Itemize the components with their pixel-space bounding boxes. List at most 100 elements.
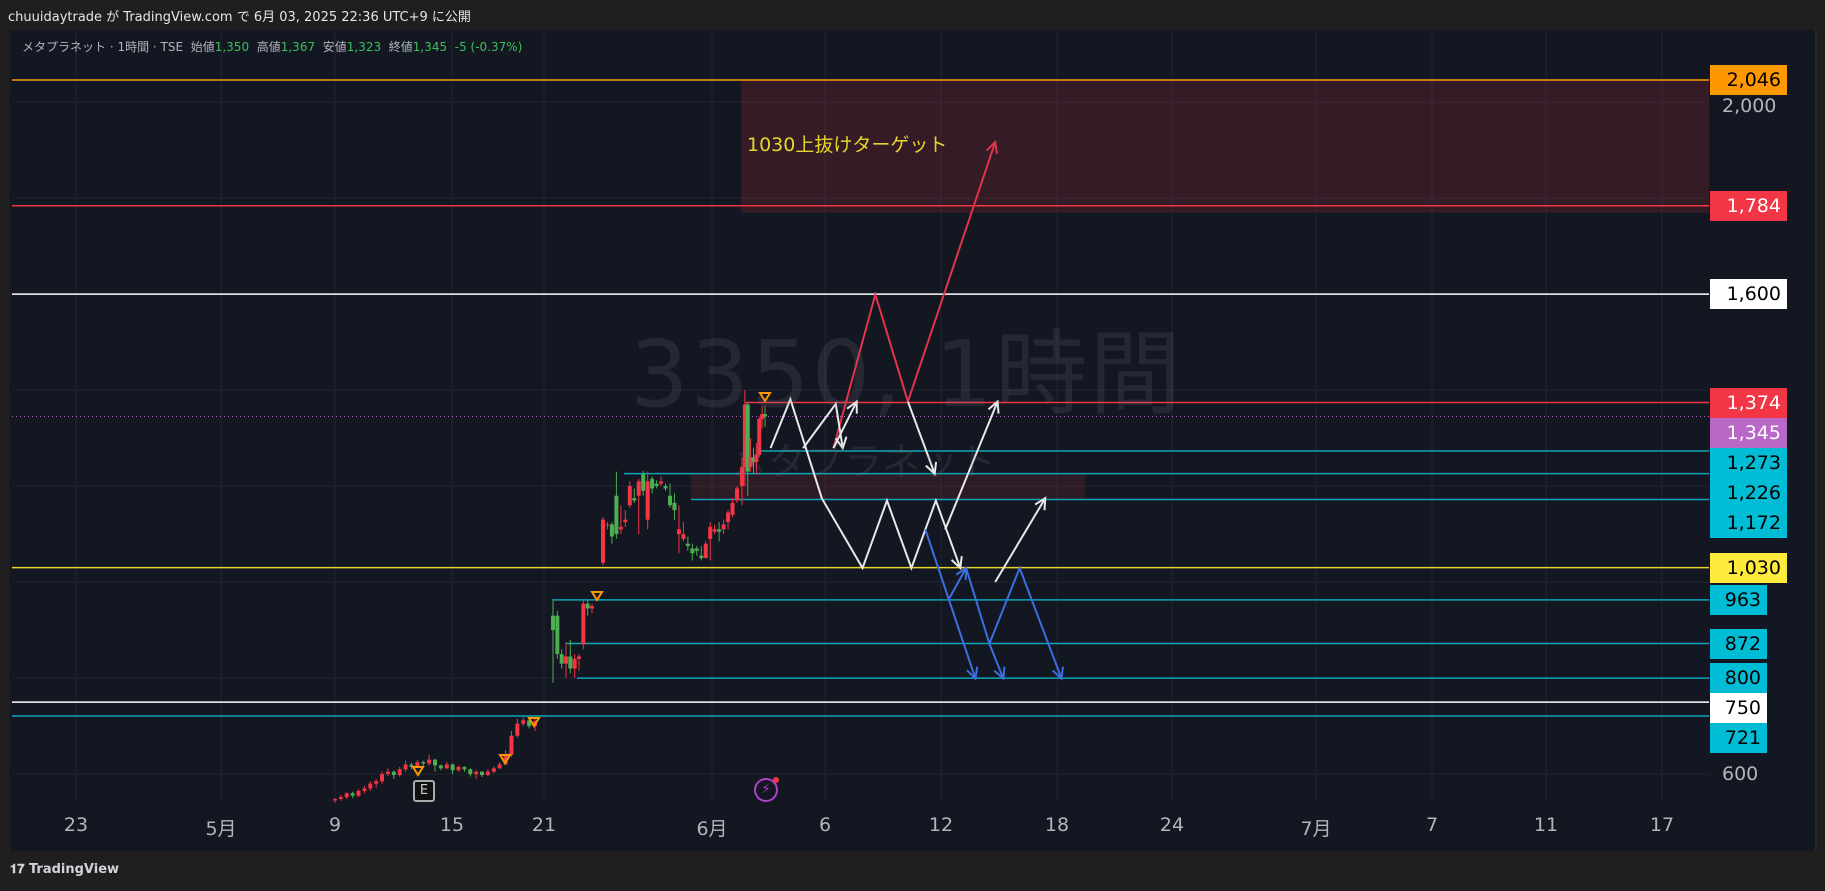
x-tick-label: 7 (1425, 814, 1439, 836)
lightning-icon[interactable]: ⚡ (754, 777, 779, 802)
candle-body (632, 498, 637, 501)
candle-body (480, 771, 485, 776)
ohlc-legend: メタプラネット · 1時間 · TSE 始値1,350 高値1,367 安値1,… (22, 38, 522, 55)
range-path-5-arrowhead (987, 399, 1000, 414)
candle-body (721, 524, 726, 530)
x-tick-label: 15 (439, 814, 465, 836)
candle-body (681, 534, 686, 539)
bullish-path-arrowhead (985, 139, 998, 155)
candle-body (730, 502, 735, 515)
legend-high-label: 高値 (256, 40, 281, 54)
candle-body (350, 793, 355, 796)
candle-body (763, 414, 767, 417)
watermark-symbol: 3350, 1時間 (630, 321, 1184, 428)
range-path-4-arrowhead (925, 461, 938, 476)
bearish-path-4-arrowhead (993, 666, 1006, 681)
candle-body (468, 769, 473, 775)
price-label-872[interactable]: 872 (1710, 629, 1767, 659)
dividend-marker-icon (498, 754, 512, 765)
watermark-name: メタプラネット (730, 440, 997, 484)
earnings-icon[interactable]: E (413, 780, 435, 802)
candle-body (362, 788, 367, 791)
range-path-1-arrowhead (950, 556, 963, 571)
candle-body (568, 656, 573, 669)
price-label-1030[interactable]: 1,030 (1710, 553, 1787, 583)
candle-body (391, 771, 396, 776)
candle-body (726, 512, 731, 523)
candle-body (344, 793, 349, 798)
legend-low-label: 安値 (322, 40, 347, 54)
candle-body (623, 519, 628, 523)
x-tick-label: 6 (818, 814, 832, 836)
candle-body (450, 764, 455, 771)
price-label-1172[interactable]: 1,172 (1710, 508, 1787, 538)
candle-body (676, 529, 681, 535)
target-zone (741, 80, 1709, 213)
tradingview-logo[interactable]: 𝟏𝟕 TradingView (10, 862, 119, 877)
bearish-path-4 (988, 643, 1005, 679)
candle-body (427, 759, 432, 764)
price-label-750[interactable]: 750 (1710, 693, 1767, 723)
price-label-721[interactable]: 721 (1710, 723, 1767, 753)
publish-header: chuuidaytrade が TradingView.com で 6月 03,… (8, 10, 471, 25)
bearish-path-2 (947, 567, 967, 600)
range-path-5 (944, 401, 999, 530)
candle-body (433, 759, 437, 766)
bearish-path-3-arrowhead (1052, 666, 1064, 681)
x-tick-label: 24 (1159, 814, 1185, 836)
candle-body (497, 764, 502, 769)
bullish-path (832, 141, 997, 449)
price-label-1226[interactable]: 1,226 (1710, 478, 1787, 508)
candle-body (559, 654, 564, 664)
dividend-marker-icon (411, 766, 425, 777)
candle-body (605, 524, 610, 526)
legend-symbol: メタプラネット · 1時間 · TSE (22, 40, 184, 54)
price-label-1374[interactable]: 1,374 (1710, 388, 1787, 418)
candle-body (742, 404, 747, 467)
candle-body (555, 615, 560, 655)
candle-body (581, 603, 586, 645)
candle-body (663, 486, 668, 489)
candle-body (712, 529, 717, 532)
price-label-1273[interactable]: 1,273 (1710, 448, 1787, 478)
candle-body (757, 418, 762, 455)
resistance-zone (691, 473, 1085, 500)
target-annotation[interactable]: 1030上抜けターゲット (747, 134, 948, 156)
candle-body (462, 766, 467, 770)
bearish-path-1 (924, 529, 977, 679)
price-label-1784[interactable]: 1,784 (1710, 191, 1787, 221)
candle-body (403, 764, 408, 770)
y-tick-label: 2,000 (1722, 95, 1777, 117)
candle-body (690, 548, 695, 554)
candle-body (636, 481, 641, 496)
notification-dot (773, 777, 779, 783)
candle-body (694, 548, 699, 551)
price-label-800[interactable]: 800 (1710, 663, 1767, 693)
candle-body (491, 768, 496, 772)
tv-icon: 𝟏𝟕 (10, 862, 29, 877)
candle-body (627, 486, 632, 506)
candle-body (421, 762, 426, 764)
price-label-1345[interactable]: 1,345 (1710, 418, 1787, 448)
x-tick-label: 21 (531, 814, 557, 836)
candle-body (368, 783, 373, 789)
candle-body (415, 762, 420, 767)
price-label-963[interactable]: 963 (1710, 585, 1767, 615)
price-label-2046[interactable]: 2,046 (1710, 65, 1787, 95)
legend-change: -5 (-0.37%) (454, 40, 523, 54)
legend-close: 1,345 (412, 40, 448, 54)
range-path-4 (906, 401, 936, 475)
bearish-path-1-arrowhead (966, 666, 979, 681)
x-tick-label: 11 (1533, 814, 1559, 836)
candle-body (654, 483, 659, 487)
bearish-path-3 (965, 565, 1063, 679)
candle-body (614, 495, 619, 535)
candle-body (444, 764, 449, 769)
candle-body (585, 603, 590, 609)
x-tick-label: 17 (1649, 814, 1675, 836)
chart-panel[interactable] (10, 30, 1817, 851)
price-label-1600[interactable]: 1,600 (1710, 279, 1787, 309)
candle-body (409, 764, 414, 767)
candle-body (699, 555, 704, 559)
